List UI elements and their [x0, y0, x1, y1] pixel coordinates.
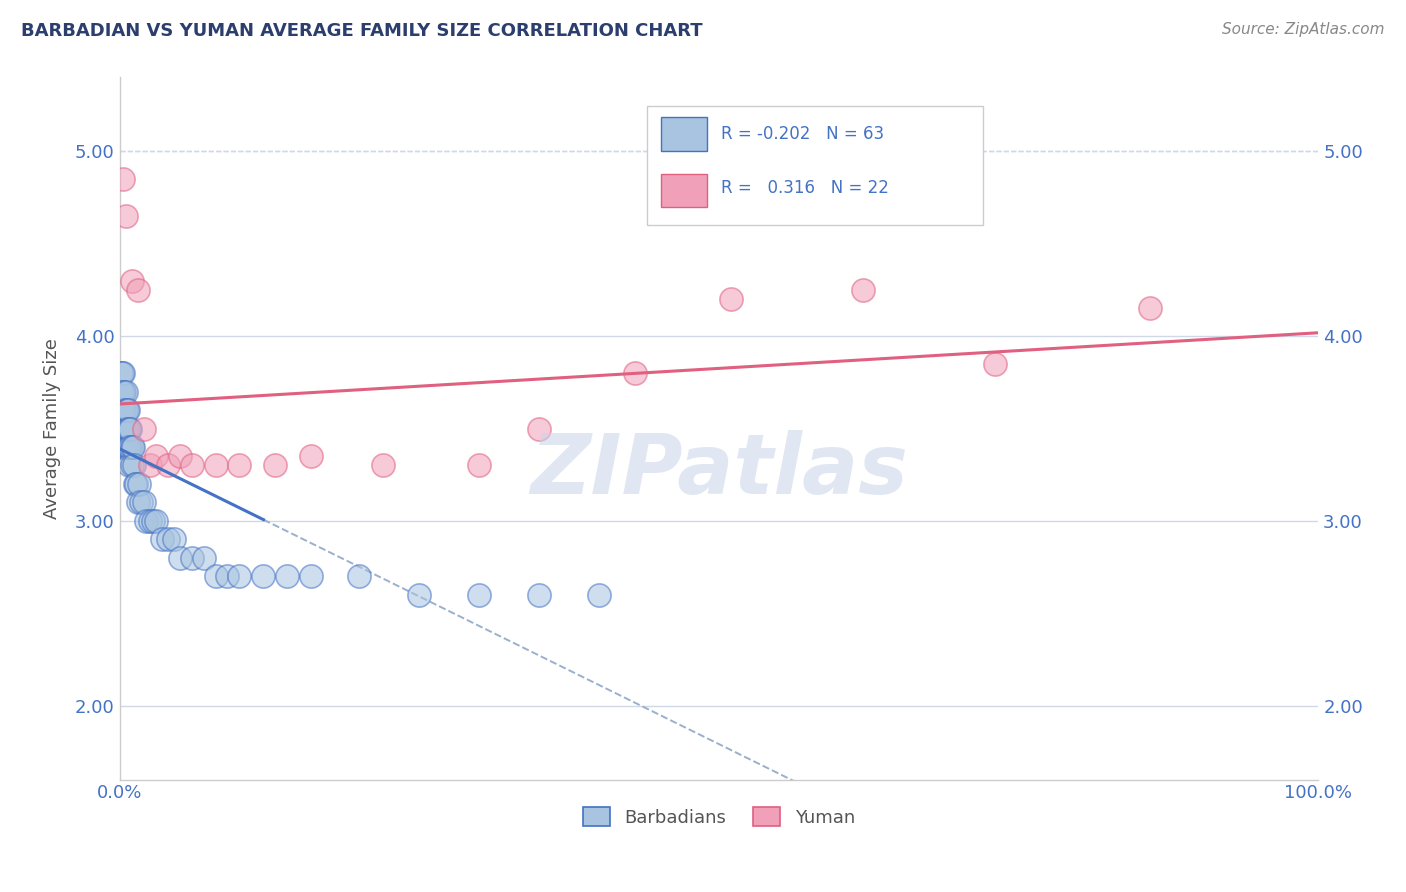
- Point: [720, 292, 742, 306]
- Point: [527, 421, 550, 435]
- Y-axis label: Average Family Size: Average Family Size: [44, 338, 60, 519]
- Point: [110, 366, 132, 380]
- Point: [145, 449, 167, 463]
- Text: R =   0.316   N = 22: R = 0.316 N = 22: [721, 179, 889, 197]
- Point: [115, 403, 138, 417]
- Point: [110, 421, 132, 435]
- Point: [156, 533, 179, 547]
- Point: [112, 384, 135, 399]
- Point: [127, 283, 149, 297]
- Point: [624, 366, 647, 380]
- Point: [132, 495, 155, 509]
- Point: [118, 458, 141, 473]
- Point: [468, 458, 491, 473]
- Point: [115, 440, 138, 454]
- Point: [112, 366, 135, 380]
- Point: [112, 172, 135, 186]
- Point: [125, 477, 148, 491]
- Point: [111, 384, 134, 399]
- Point: [115, 421, 138, 435]
- Point: [112, 403, 135, 417]
- Point: [110, 403, 132, 417]
- FancyBboxPatch shape: [647, 105, 983, 225]
- Point: [276, 569, 298, 583]
- Point: [299, 449, 322, 463]
- Point: [588, 588, 610, 602]
- Point: [112, 384, 135, 399]
- Point: [138, 514, 160, 528]
- Point: [128, 477, 150, 491]
- Point: [118, 440, 141, 454]
- Point: [162, 533, 184, 547]
- Point: [129, 495, 152, 509]
- Point: [127, 495, 149, 509]
- Point: [204, 458, 226, 473]
- Point: [111, 403, 134, 417]
- Point: [180, 550, 202, 565]
- Text: Source: ZipAtlas.com: Source: ZipAtlas.com: [1222, 22, 1385, 37]
- Point: [527, 588, 550, 602]
- Point: [138, 458, 160, 473]
- Point: [217, 569, 239, 583]
- Point: [122, 458, 145, 473]
- Legend: Barbadians, Yuman: Barbadians, Yuman: [575, 800, 862, 834]
- Point: [252, 569, 274, 583]
- Point: [114, 403, 136, 417]
- Point: [111, 421, 134, 435]
- Point: [1139, 301, 1161, 316]
- Point: [118, 421, 141, 435]
- Point: [228, 569, 250, 583]
- Point: [228, 458, 250, 473]
- Point: [114, 384, 136, 399]
- Text: ZIPatlas: ZIPatlas: [530, 430, 908, 511]
- Point: [169, 449, 191, 463]
- Point: [852, 283, 875, 297]
- Point: [264, 458, 287, 473]
- Point: [121, 274, 143, 288]
- Point: [120, 440, 142, 454]
- Point: [142, 514, 165, 528]
- Point: [180, 458, 202, 473]
- FancyBboxPatch shape: [661, 118, 707, 151]
- Point: [150, 533, 173, 547]
- Point: [121, 440, 143, 454]
- Point: [120, 421, 142, 435]
- Point: [114, 209, 136, 223]
- Point: [145, 514, 167, 528]
- Point: [117, 403, 139, 417]
- Point: [112, 421, 135, 435]
- Point: [299, 569, 322, 583]
- Point: [408, 588, 430, 602]
- Point: [349, 569, 371, 583]
- Point: [135, 514, 157, 528]
- Point: [373, 458, 395, 473]
- Point: [114, 440, 136, 454]
- Point: [156, 458, 179, 473]
- Point: [124, 477, 146, 491]
- Point: [169, 550, 191, 565]
- Point: [111, 440, 134, 454]
- Point: [132, 421, 155, 435]
- Point: [111, 366, 134, 380]
- Text: BARBADIAN VS YUMAN AVERAGE FAMILY SIZE CORRELATION CHART: BARBADIAN VS YUMAN AVERAGE FAMILY SIZE C…: [21, 22, 703, 40]
- Point: [193, 550, 215, 565]
- Point: [110, 384, 132, 399]
- Point: [112, 440, 135, 454]
- Point: [117, 440, 139, 454]
- Point: [983, 357, 1005, 371]
- Point: [468, 588, 491, 602]
- Point: [114, 421, 136, 435]
- FancyBboxPatch shape: [661, 174, 707, 207]
- Point: [121, 440, 143, 454]
- Text: R = -0.202   N = 63: R = -0.202 N = 63: [721, 125, 884, 143]
- Point: [112, 403, 135, 417]
- Point: [204, 569, 226, 583]
- Point: [112, 421, 135, 435]
- Point: [121, 458, 143, 473]
- Point: [117, 421, 139, 435]
